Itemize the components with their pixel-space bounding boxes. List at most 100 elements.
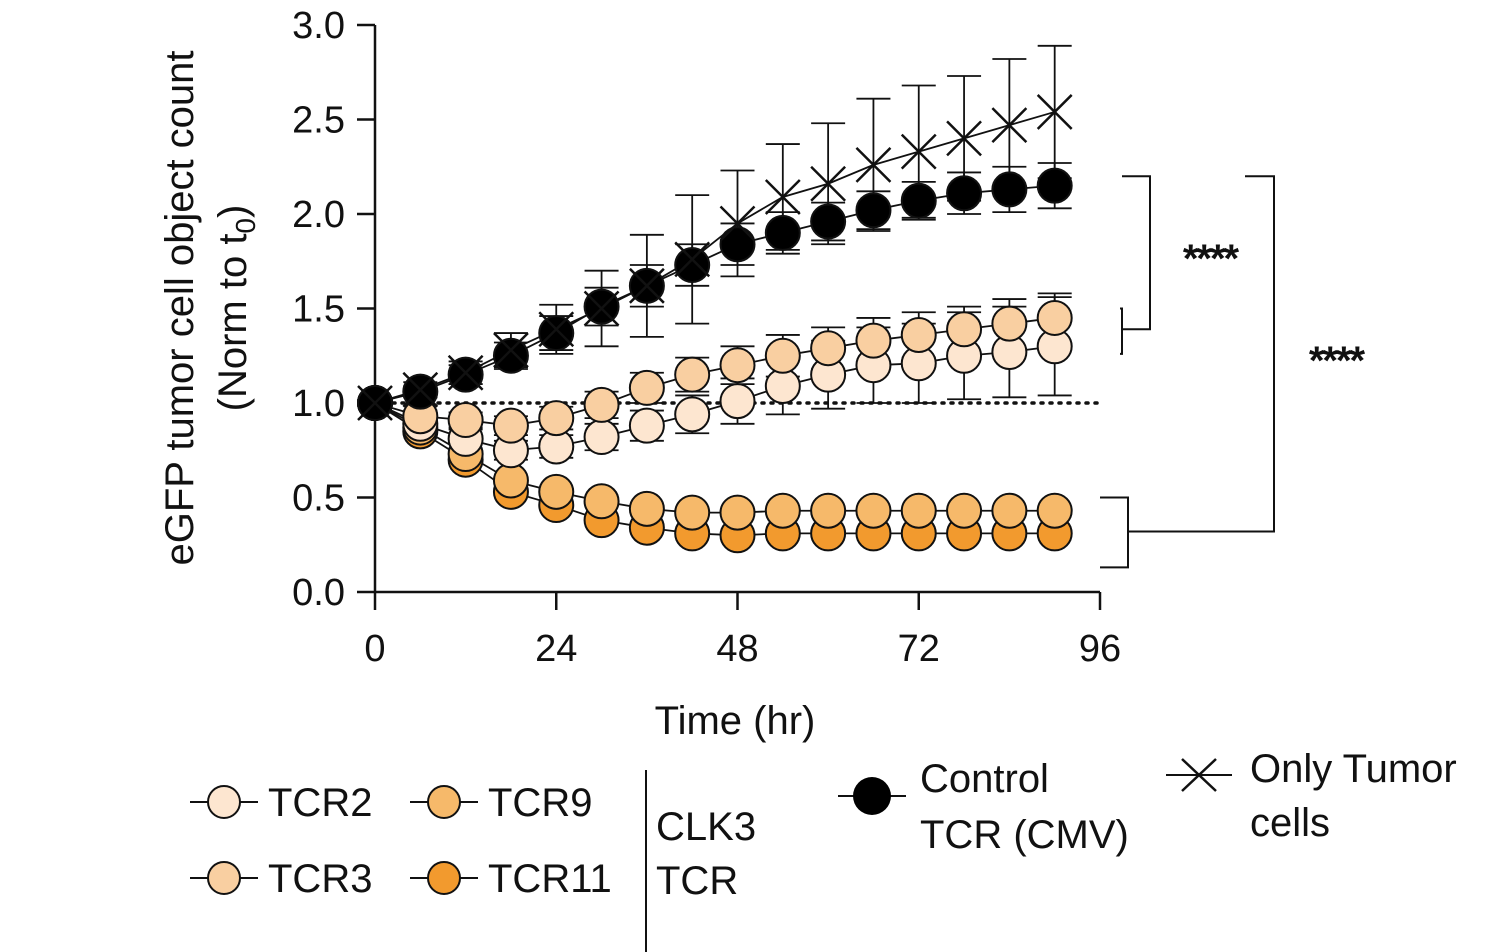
data-point-control-tcr-cmv	[1036, 167, 1073, 204]
data-point-only-tumor-cells	[628, 267, 665, 304]
data-point-tcr3	[538, 400, 575, 437]
legend-label-control-line1: Control	[920, 757, 1049, 801]
y-axis-title-subscript: 0	[230, 218, 261, 234]
series-line-tcr9	[374, 402, 1055, 514]
data-point-control-tcr-cmv	[900, 182, 937, 219]
y-tick-label: 1.0	[292, 383, 345, 425]
data-point-control-tcr-cmv	[583, 288, 620, 325]
data-point-tcr9	[946, 492, 983, 529]
significance-label-lower: ****	[1309, 339, 1366, 383]
legend-group-label-line2: TCR	[656, 859, 738, 903]
data-point-tcr3	[764, 337, 801, 374]
data-point-only-tumor-cells	[447, 354, 484, 391]
legend-item-control: Control TCR (CMV)	[838, 757, 1129, 857]
legend-label-control-line2: TCR (CMV)	[920, 813, 1129, 857]
series-line-only-tumor-cells	[374, 111, 1055, 404]
data-point-control-tcr-cmv	[855, 192, 892, 229]
data-point-only-tumor-cells	[538, 311, 575, 348]
data-point-tcr9	[764, 492, 801, 529]
legend-item-tcr9: TCR9	[410, 781, 592, 825]
legend-marker-only-tumor	[1181, 758, 1217, 792]
data-point-tcr3	[628, 369, 665, 406]
bracket-tcr2-tcr3	[1120, 307, 1123, 355]
data-point-tcr3	[991, 305, 1028, 342]
data-point-tcr9	[1036, 492, 1073, 529]
data-point-control-tcr-cmv	[946, 175, 983, 212]
data-point-tcr3	[674, 356, 711, 393]
y-tick-label: 0.5	[292, 478, 345, 520]
data-point-tcr9	[900, 492, 937, 529]
data-point-only-tumor-cells	[946, 120, 982, 157]
data-point-tcr9	[719, 494, 756, 531]
y-tick-label: 1.5	[292, 289, 345, 331]
data-point-tcr3	[946, 311, 983, 348]
legend-marker-tcr3	[207, 861, 241, 895]
x-tick-label: 24	[535, 628, 577, 670]
y-tick-label: 2.5	[292, 100, 345, 142]
x-tick-label: 72	[898, 628, 940, 670]
legend-item-tcr2: TCR2	[190, 781, 372, 825]
bracket-tumor-vs-tcr911	[1128, 175, 1275, 533]
data-point-tcr2	[583, 419, 620, 456]
data-point-tcr3	[447, 402, 484, 439]
legend-label-only-tumor-line2: cells	[1250, 801, 1330, 845]
data-point-tcr2	[628, 407, 665, 444]
data-point-control-tcr-cmv	[719, 226, 756, 263]
data-point-control-tcr-cmv	[492, 337, 529, 374]
data-point-only-tumor-cells	[674, 241, 711, 278]
legend-label-tcr3: TCR3	[268, 857, 372, 901]
data-point-only-tumor-cells	[900, 133, 937, 170]
legend-marker-tcr9	[427, 785, 461, 819]
data-point-tcr3	[1036, 299, 1073, 336]
y-axis-title-line1: eGFP tumor cell object count	[158, 50, 202, 565]
series-line-tcr3	[374, 317, 1055, 427]
legend-item-tcr11: TCR11	[410, 857, 612, 901]
y-axis-title-line2: (Norm to t0)	[211, 205, 261, 412]
legend-label-tcr9: TCR9	[488, 781, 592, 825]
data-point-only-tumor-cells	[764, 179, 801, 215]
data-point-tcr9	[674, 494, 711, 531]
data-point-only-tumor-cells	[1036, 94, 1073, 130]
data-point-only-tumor-cells	[402, 371, 439, 408]
x-tick-label: 96	[1079, 628, 1121, 670]
significance-label-upper: ****	[1183, 237, 1240, 281]
bracket-control-vs-tcr23	[1122, 175, 1151, 331]
y-tick-label: 3.0	[292, 5, 345, 47]
data-point-only-tumor-cells	[583, 290, 620, 327]
data-point-control-tcr-cmv	[764, 214, 801, 251]
x-tick-label: 48	[716, 628, 758, 670]
legend: TCR2 TCR9 TCR3 TCR11 CLK3 TCR Control TC…	[190, 747, 1457, 952]
data-point-only-tumor-cells	[855, 146, 892, 183]
data-point-tcr3	[810, 330, 847, 367]
data-point-tcr2	[764, 367, 801, 404]
legend-label-tcr2: TCR2	[268, 781, 372, 825]
plot-area: 0.0 0.5 1.0 1.5 2.0 2.5 3.0 0 24 48 72 96	[292, 5, 1275, 670]
data-point-tcr9	[991, 492, 1028, 529]
legend-marker-control	[853, 777, 891, 815]
bracket-tcr9-tcr11	[1100, 496, 1129, 569]
data-point-control-tcr-cmv	[538, 315, 575, 352]
data-point-tcr9	[855, 492, 892, 529]
data-point-tcr3	[492, 407, 529, 444]
y-tick-label: 0.0	[292, 572, 345, 614]
data-point-control-tcr-cmv	[402, 373, 439, 410]
data-point-tcr9	[492, 462, 529, 499]
data-point-control-tcr-cmv	[810, 203, 847, 240]
x-axis-title: Time (hr)	[655, 699, 816, 743]
data-point-control-tcr-cmv	[991, 171, 1028, 208]
data-point-control-tcr-cmv	[674, 247, 711, 284]
data-point-only-tumor-cells	[991, 107, 1028, 144]
y-axis-title-prefix: (Norm to t	[211, 234, 255, 412]
data-point-only-tumor-cells	[493, 332, 529, 368]
legend-label-tcr11: TCR11	[488, 857, 612, 901]
data-point-tcr3	[900, 316, 937, 353]
legend-group-label-line1: CLK3	[656, 805, 756, 849]
data-point-only-tumor-cells	[357, 385, 393, 421]
data-point-tcr2	[719, 383, 756, 420]
data-point-tcr9	[810, 492, 847, 529]
data-point-only-tumor-cells	[810, 165, 847, 202]
series-line-tcr11	[374, 402, 1055, 537]
x-tick-label: 0	[364, 628, 385, 670]
data-point-tcr3	[719, 347, 756, 384]
